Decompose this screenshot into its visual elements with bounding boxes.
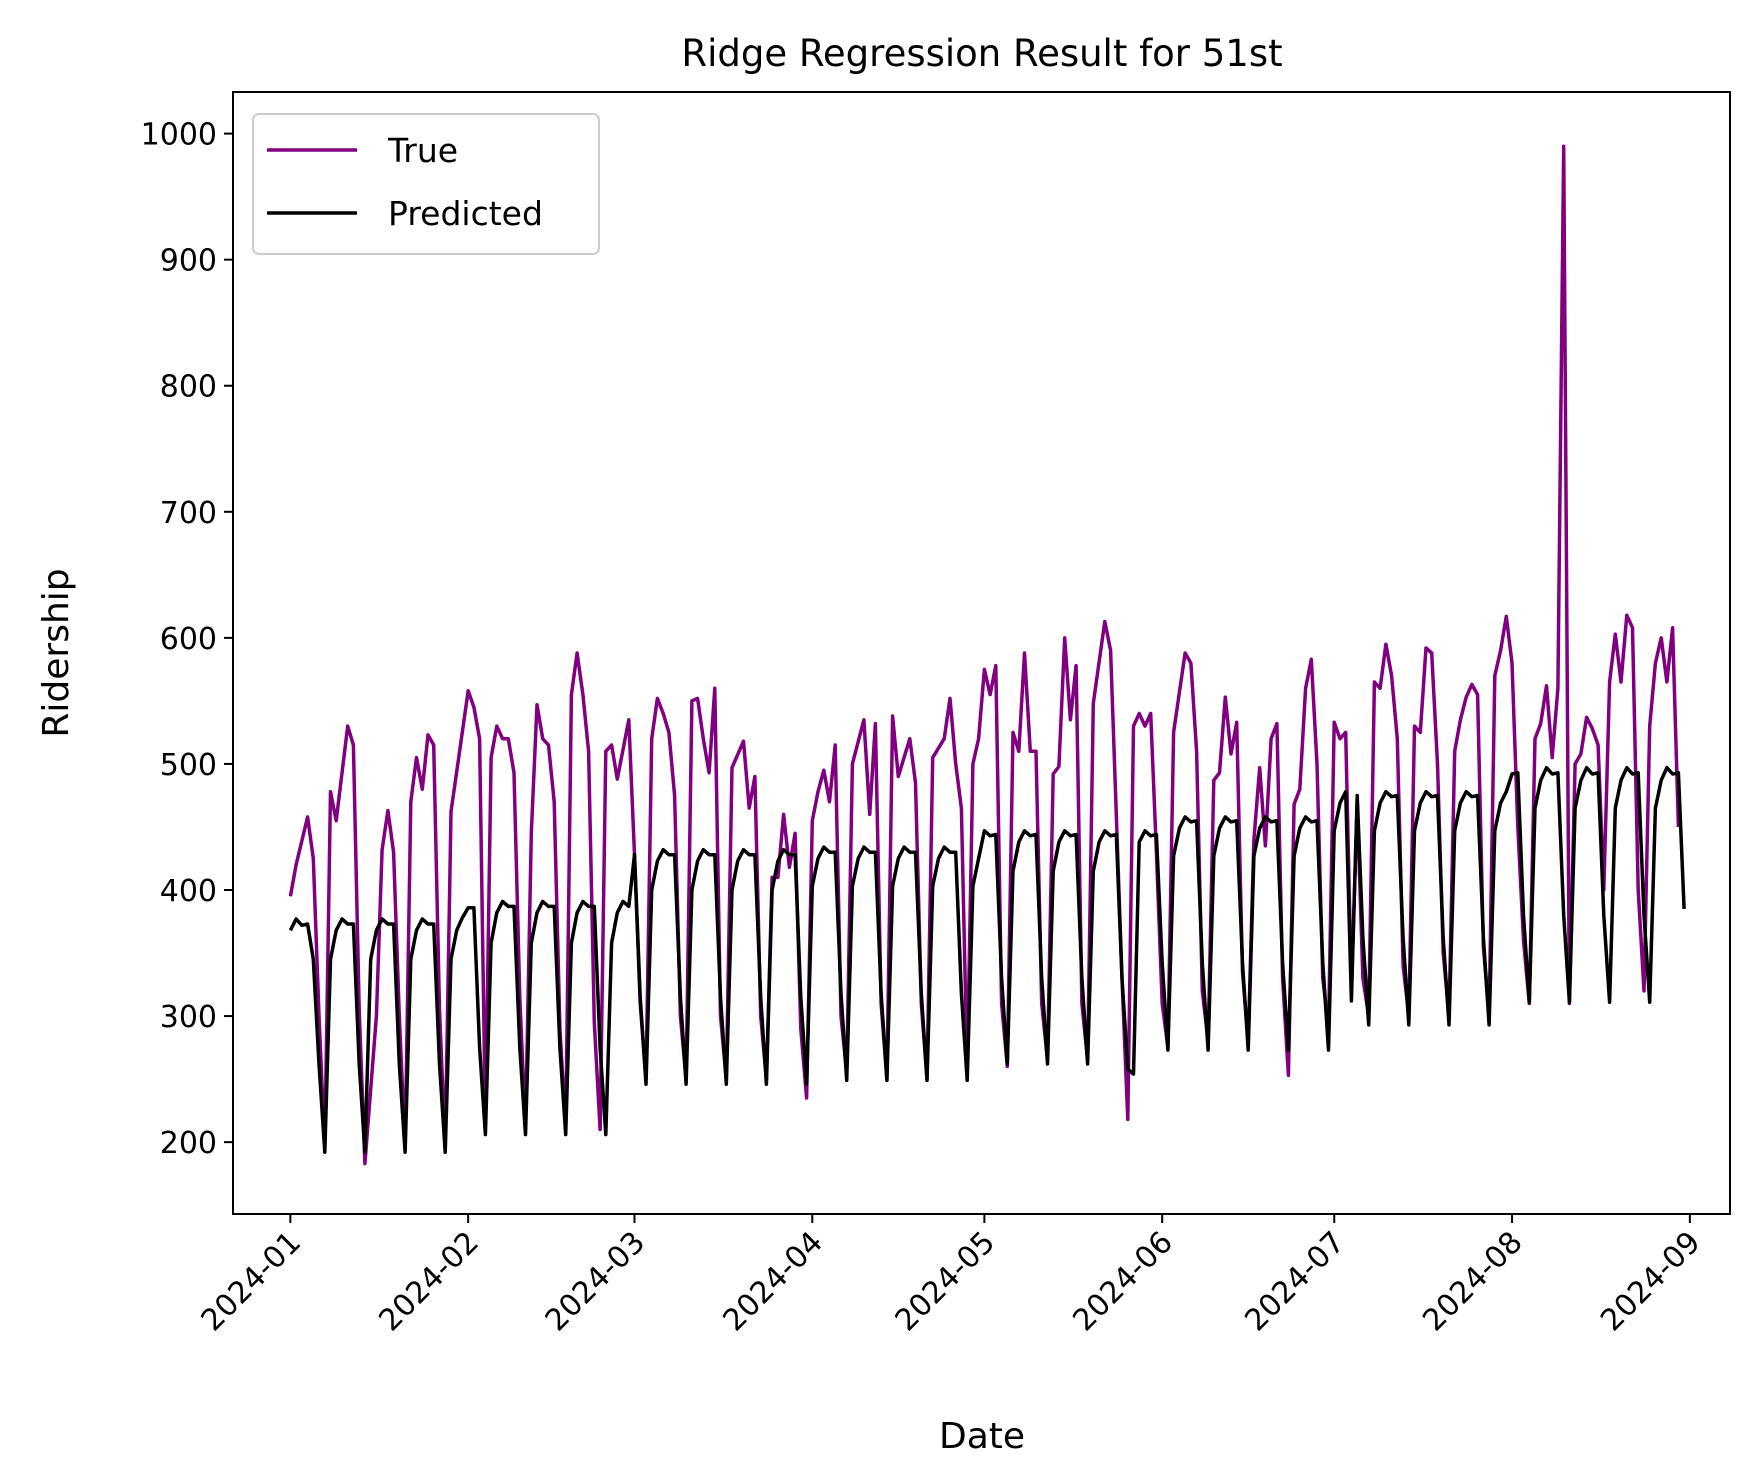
legend: True Predicted — [252, 113, 600, 255]
series-line-true — [288, 144, 1681, 1166]
y-tick-label: 800 — [160, 370, 217, 405]
y-tick-label: 700 — [160, 496, 217, 531]
y-tick-label: 400 — [160, 874, 217, 909]
y-tick-label: 500 — [160, 748, 217, 783]
y-tick-label: 300 — [160, 1000, 217, 1035]
y-tick-label: 1000 — [141, 118, 217, 153]
y-tick-label: 200 — [160, 1126, 217, 1161]
y-tick-label: 600 — [160, 622, 217, 657]
legend-label-predicted: Predicted — [388, 194, 543, 233]
y-axis: 200 300 400 500 600 700 800 900 1000 — [141, 118, 233, 1161]
legend-label-true: True — [387, 131, 458, 170]
y-tick-label: 900 — [160, 244, 217, 279]
x-axis-label: Date — [939, 1416, 1025, 1457]
plot-frame — [232, 91, 1731, 1215]
series-layer — [288, 144, 1686, 1166]
chart-title: Ridge Regression Result for 51st — [681, 32, 1282, 75]
y-axis-label: Ridership — [36, 568, 77, 737]
series-line-predicted — [288, 765, 1686, 1154]
